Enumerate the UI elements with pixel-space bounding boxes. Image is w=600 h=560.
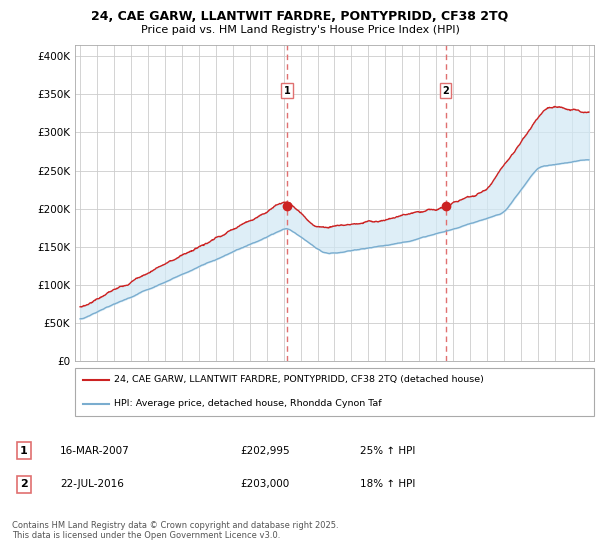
Text: £202,995: £202,995: [240, 446, 290, 456]
FancyBboxPatch shape: [75, 368, 594, 416]
Text: Contains HM Land Registry data © Crown copyright and database right 2025.
This d: Contains HM Land Registry data © Crown c…: [12, 521, 338, 540]
Text: 18% ↑ HPI: 18% ↑ HPI: [360, 479, 415, 489]
Text: £203,000: £203,000: [240, 479, 289, 489]
Text: 24, CAE GARW, LLANTWIT FARDRE, PONTYPRIDD, CF38 2TQ: 24, CAE GARW, LLANTWIT FARDRE, PONTYPRID…: [91, 10, 509, 23]
Text: 22-JUL-2016: 22-JUL-2016: [60, 479, 124, 489]
Text: 25% ↑ HPI: 25% ↑ HPI: [360, 446, 415, 456]
Text: 1: 1: [20, 446, 28, 456]
Text: 16-MAR-2007: 16-MAR-2007: [60, 446, 130, 456]
Text: 2: 2: [20, 479, 28, 489]
Text: Price paid vs. HM Land Registry's House Price Index (HPI): Price paid vs. HM Land Registry's House …: [140, 25, 460, 35]
Text: 2: 2: [442, 86, 449, 96]
Text: 24, CAE GARW, LLANTWIT FARDRE, PONTYPRIDD, CF38 2TQ (detached house): 24, CAE GARW, LLANTWIT FARDRE, PONTYPRID…: [114, 375, 484, 384]
Text: HPI: Average price, detached house, Rhondda Cynon Taf: HPI: Average price, detached house, Rhon…: [114, 399, 382, 408]
Text: 1: 1: [284, 86, 290, 96]
